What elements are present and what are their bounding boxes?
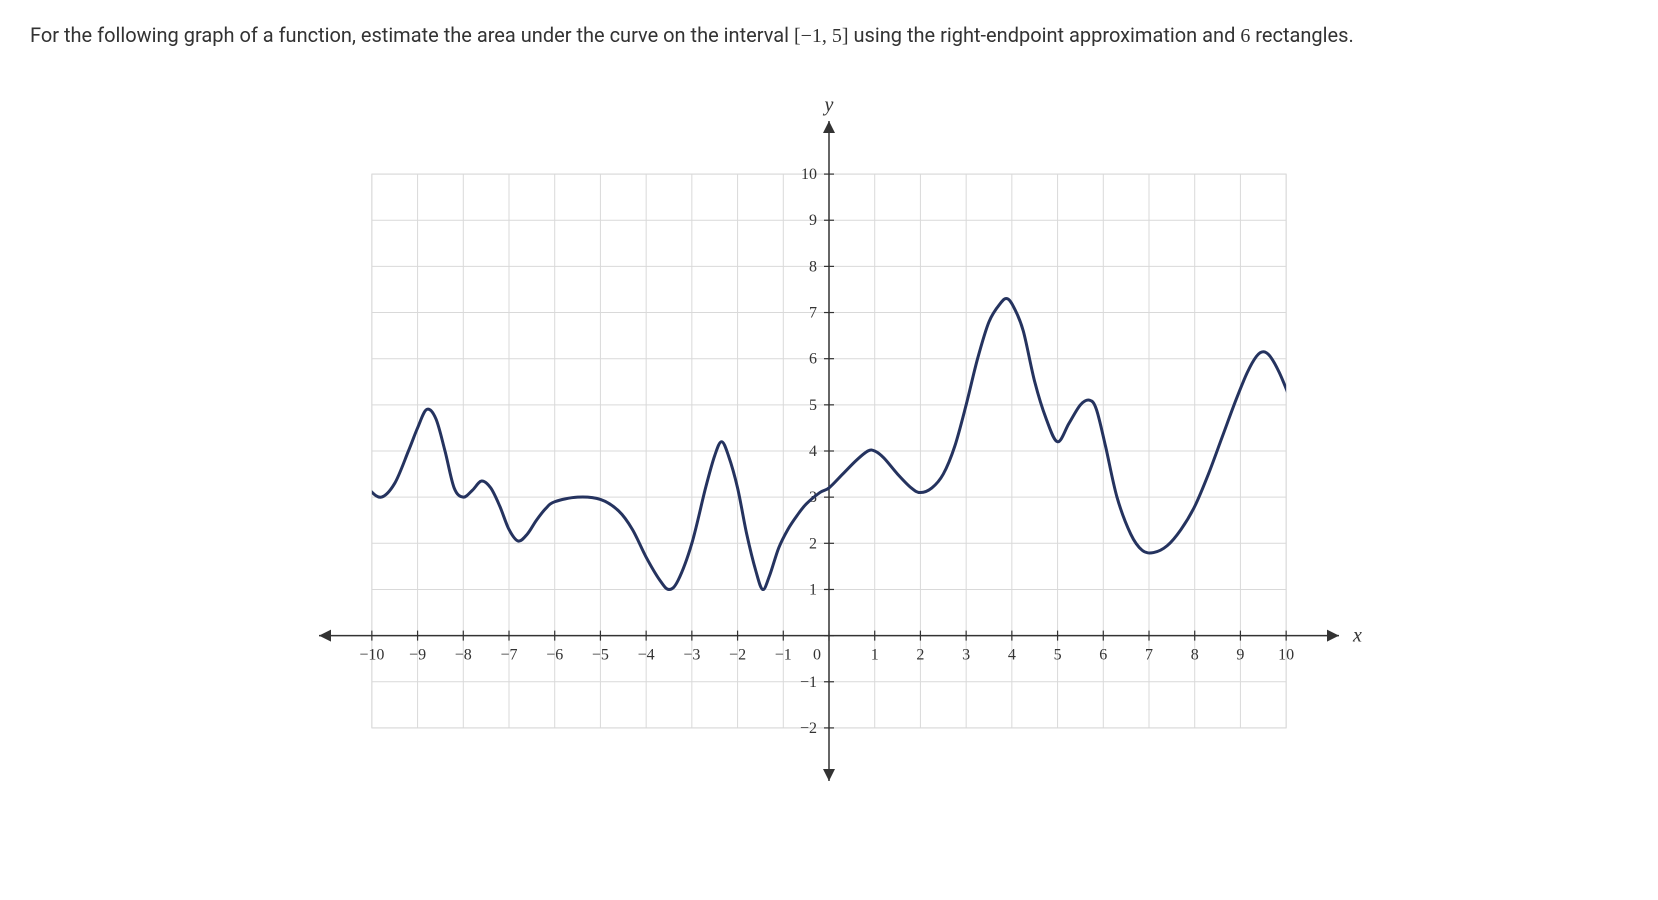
x-tick-label: −3 [683,647,700,664]
question-prefix: For the following graph of a function, e… [30,23,794,47]
y-tick-label: 10 [801,166,817,183]
x-tick-label: 8 [1191,647,1199,664]
x-tick-label: −10 [359,647,384,664]
x-tick-label: −2 [729,647,746,664]
y-tick-label: 9 [809,212,817,229]
x-tick-label: −5 [592,647,609,664]
x-axis-arrow-right [1327,630,1339,642]
x-tick-label: −7 [500,647,517,664]
y-axis-arrow-up [823,121,835,133]
question-middle: using the right-endpoint approximation a… [849,23,1241,47]
function-graph: xy−10−9−8−7−6−5−4−3−2−1012345678910−2−11… [269,91,1389,811]
x-axis-arrow-left [319,630,331,642]
y-tick-label: 1 [809,581,817,598]
y-tick-label: 5 [809,397,817,414]
chart-container: xy−10−9−8−7−6−5−4−3−2−1012345678910−2−11… [30,91,1628,811]
y-tick-label: 2 [809,535,817,552]
y-tick-label: −1 [800,674,817,691]
y-axis-label: y [823,94,834,116]
y-tick-label: 7 [809,305,817,322]
x-tick-label: −4 [638,647,655,664]
x-tick-label: −8 [455,647,472,664]
x-tick-label: 1 [871,647,879,664]
x-tick-label: 4 [1008,647,1016,664]
x-axis-label: x [1352,625,1362,647]
y-axis-arrow-down [823,769,835,781]
x-tick-label: 10 [1278,647,1294,664]
y-tick-label: −2 [800,720,817,737]
x-tick-label: 6 [1099,647,1107,664]
y-tick-label: 4 [809,443,817,460]
x-tick-label: 9 [1236,647,1244,664]
x-tick-label: −9 [409,647,426,664]
question-text: For the following graph of a function, e… [30,20,1628,51]
x-tick-label: −6 [546,647,563,664]
question-suffix: rectangles. [1250,23,1353,47]
x-tick-label: 2 [916,647,924,664]
question-interval: [−1, 5] [794,25,849,47]
question-num: 6 [1240,25,1250,47]
y-tick-label: 8 [809,258,817,275]
x-tick-label: 5 [1054,647,1062,664]
x-tick-label: 0 [813,647,821,664]
x-tick-label: −1 [775,647,792,664]
x-tick-label: 3 [962,647,970,664]
y-tick-label: 6 [809,351,817,368]
x-tick-label: 7 [1145,647,1153,664]
